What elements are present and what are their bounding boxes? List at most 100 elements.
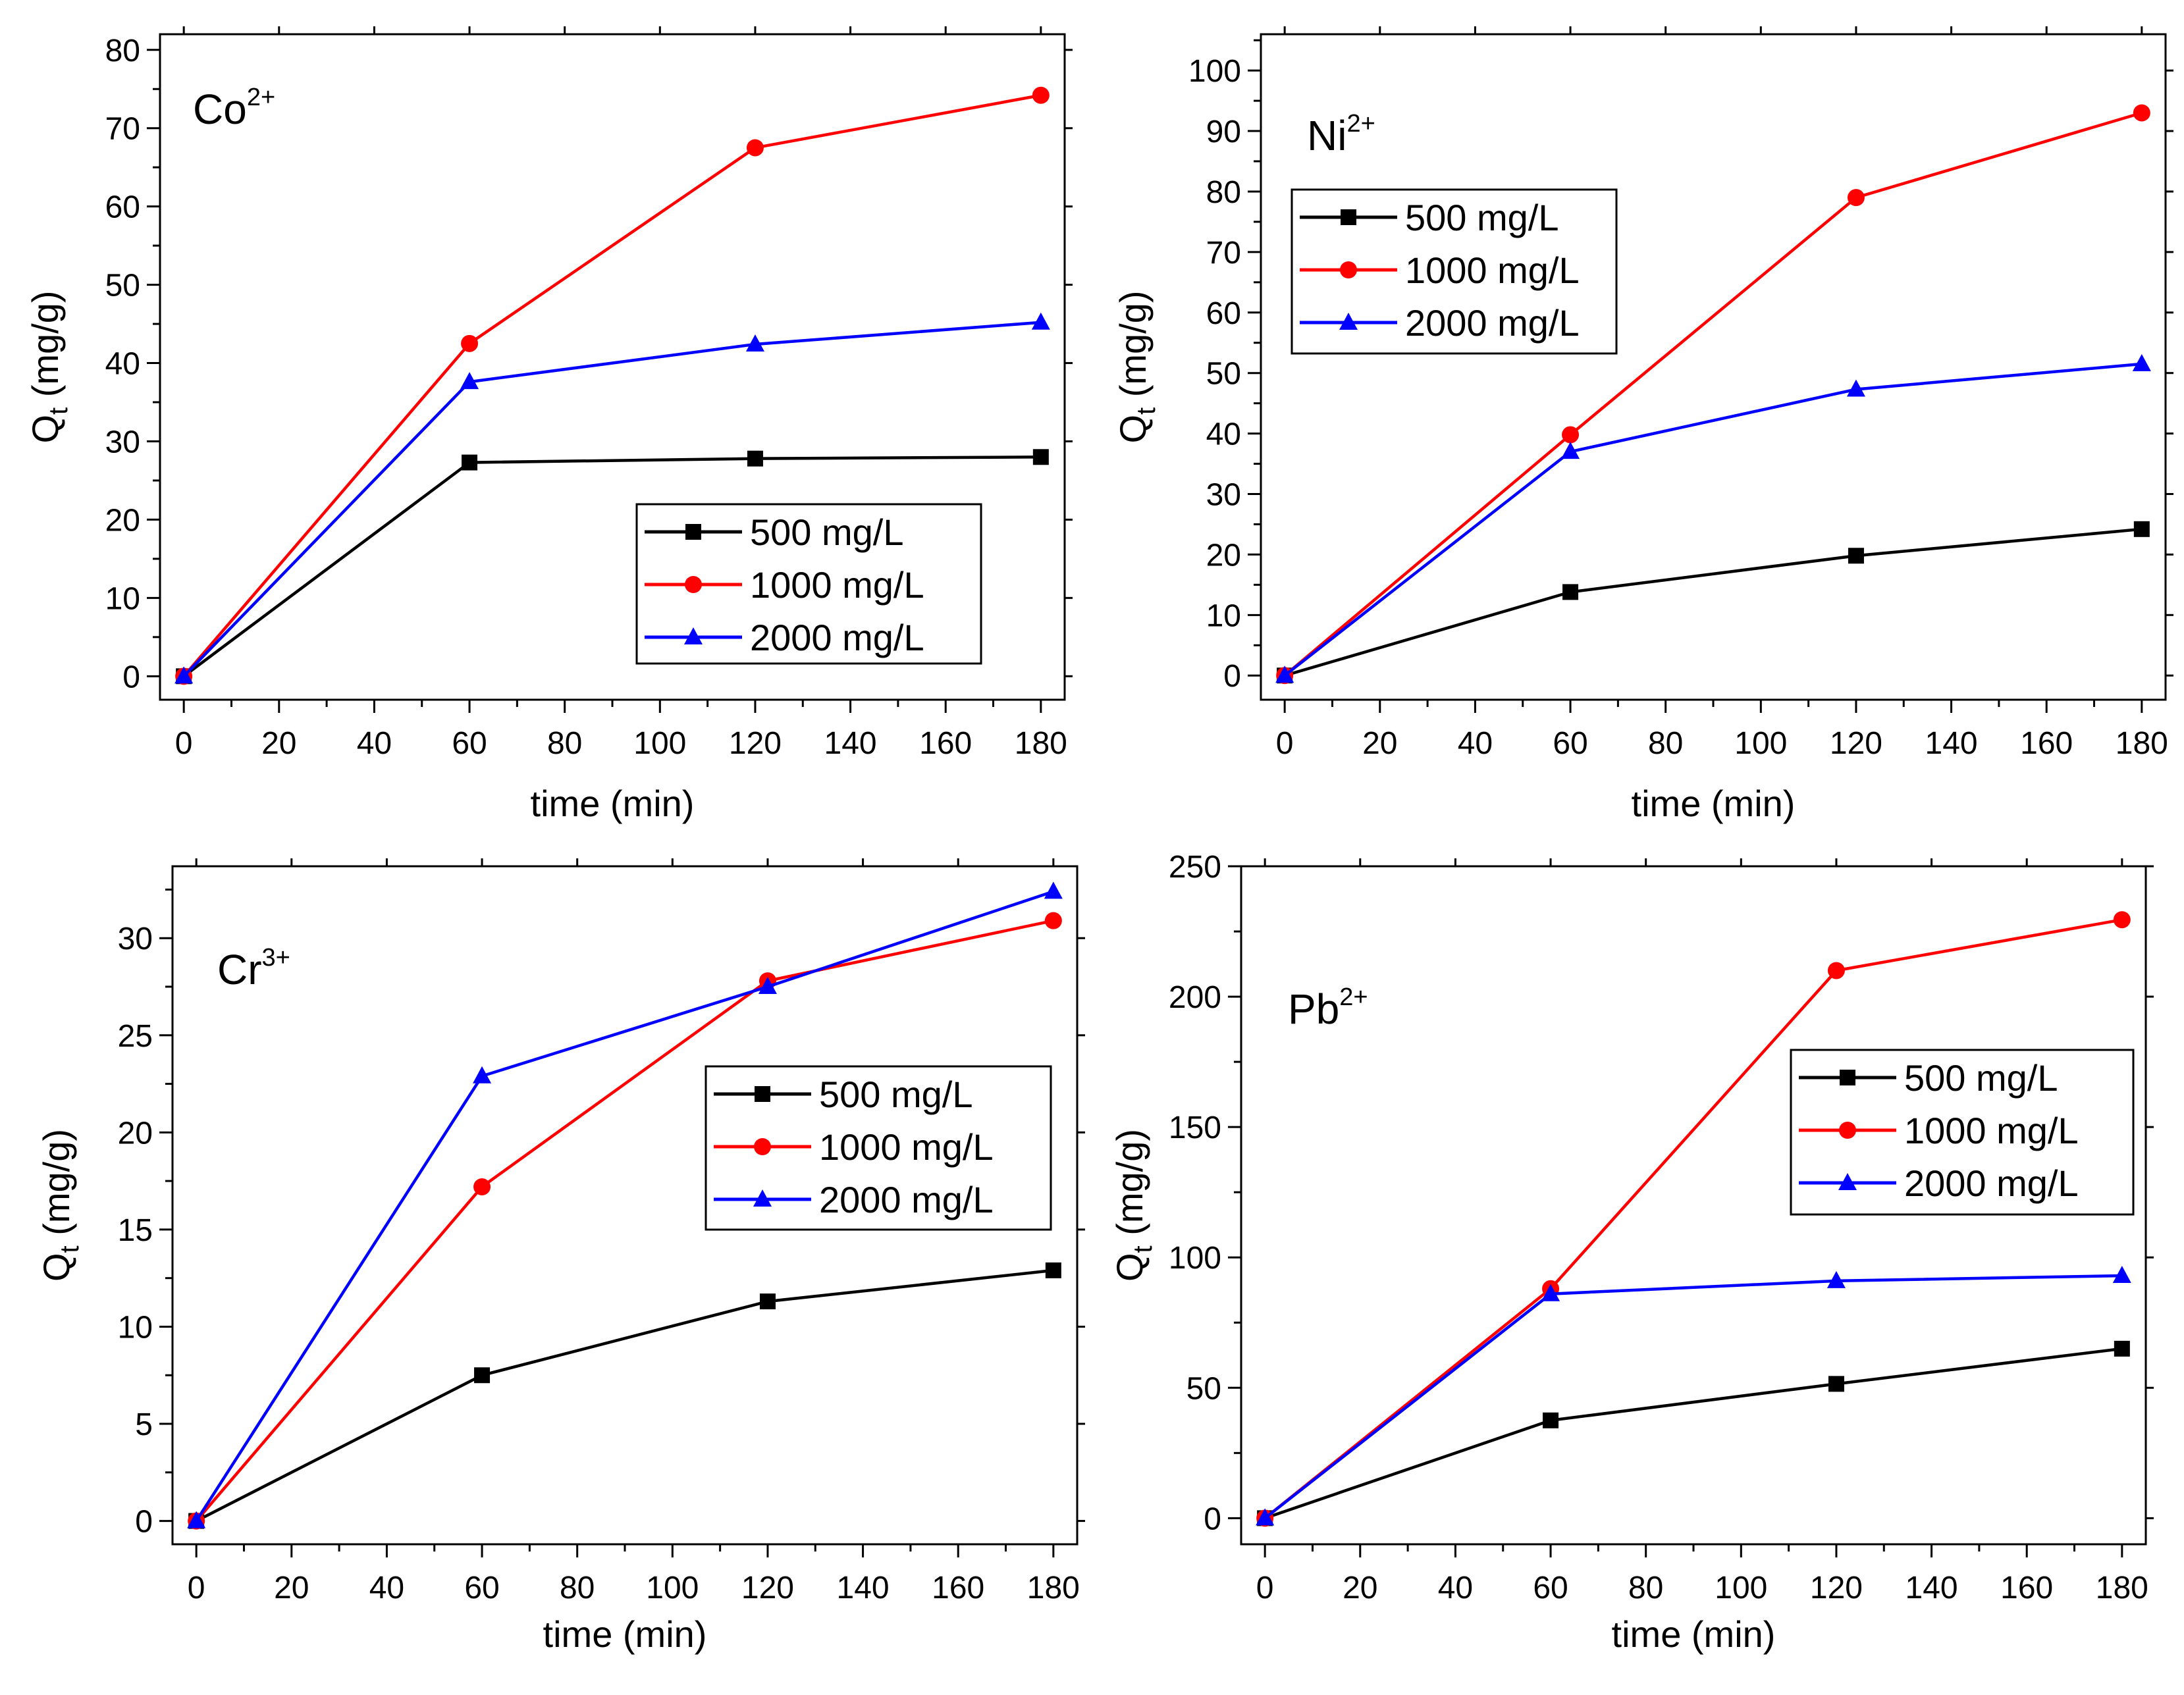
x-axis-label: time (min) <box>1612 1613 1776 1655</box>
y-tick-label: 20 <box>105 503 140 538</box>
y-tick-label: 90 <box>1206 115 1241 149</box>
ion-annotation: Pb2+ <box>1288 983 1368 1033</box>
x-tick-label: 160 <box>919 726 972 761</box>
x-tick-label: 20 <box>1343 1571 1377 1605</box>
y-tick-label: 200 <box>1169 980 1221 1015</box>
x-tick-label: 0 <box>175 726 193 761</box>
series-line-500-mg-l <box>196 1268 1054 1523</box>
series-line-1000-mg-l <box>1283 111 2143 677</box>
x-tick-label: 120 <box>729 726 782 761</box>
x-tick-label: 180 <box>2116 726 2168 761</box>
y-tick-label: 20 <box>118 1116 153 1151</box>
legend-marker <box>1339 313 1358 330</box>
y-tick-label: 70 <box>105 112 140 147</box>
y-tick-label: 50 <box>105 269 140 303</box>
legend: 500 mg/L 1000 mg/L 2000 mg/L <box>635 503 982 665</box>
legend-marker <box>1340 261 1357 278</box>
data-point <box>1541 1284 1560 1301</box>
y-tick-label: 100 <box>1188 54 1241 89</box>
series-line-500-mg-l <box>1264 1347 2123 1520</box>
y-tick-label: 100 <box>1169 1241 1221 1276</box>
y-axis-label: Qt (mg/g) <box>1112 290 1161 443</box>
data-point <box>1828 1376 1844 1392</box>
series-line-2000-mg-l <box>1283 362 2143 677</box>
series-line-500-mg-l <box>182 456 1041 678</box>
legend-marker <box>1341 209 1356 225</box>
legend: 500 mg/L 1000 mg/L 2000 mg/L <box>1790 1049 2135 1216</box>
y-tick-label: 70 <box>1206 236 1241 271</box>
legend-label: 1000 mg/L <box>1405 249 1580 291</box>
data-point <box>1562 584 1579 600</box>
x-tick-label: 160 <box>2020 726 2073 761</box>
data-point <box>1044 881 1063 899</box>
legend-label: 1000 mg/L <box>750 564 924 606</box>
x-tick-label: 40 <box>1458 726 1493 761</box>
ion-annotation: Ni2+ <box>1307 110 1375 159</box>
x-tick-label: 120 <box>1830 726 1882 761</box>
x-axis-label: time (min) <box>1632 783 1796 824</box>
data-point <box>747 450 763 467</box>
x-tick-label: 160 <box>2000 1571 2053 1605</box>
x-tick-label: 100 <box>1734 726 1787 761</box>
y-tick-label: 0 <box>1204 1501 1221 1536</box>
data-point <box>1031 312 1050 330</box>
ion-annotation: Co2+ <box>193 84 275 133</box>
legend-marker <box>685 576 702 593</box>
data-point <box>2133 521 2150 537</box>
chart-panel-pb: 0 20 40 60 80 100 120 140 160 180 0 50 100 150 200 250 t… <box>1109 850 2154 1655</box>
chart-panel-cr: 0 20 40 60 80 100 120 140 160 180 0 5 10 15 20 25 30 time… <box>36 858 1085 1655</box>
chart-panel-co: 0 20 40 60 80 100 120 140 160 180 0 10 20 30 40 50 60 70 8… <box>24 26 1073 824</box>
x-tick-label: 60 <box>452 726 487 761</box>
y-axis-label: Qt (mg/g) <box>1109 1129 1158 1282</box>
data-point <box>2133 104 2150 122</box>
legend-label: 2000 mg/L <box>1405 302 1580 344</box>
y-tick-label: 0 <box>135 1505 153 1540</box>
y-tick-label: 60 <box>105 190 140 225</box>
y-tick-label: 50 <box>1186 1371 1221 1406</box>
x-tick-label: 180 <box>1027 1571 1080 1605</box>
x-tick-label: 120 <box>1810 1571 1863 1605</box>
data-point <box>1561 442 1580 459</box>
legend-label: 500 mg/L <box>819 1074 973 1115</box>
x-tick-label: 180 <box>1015 726 1067 761</box>
y-tick-label: 150 <box>1169 1110 1221 1145</box>
x-tick-label: 140 <box>824 726 877 761</box>
y-axis-label: Qt (mg/g) <box>36 1129 84 1282</box>
series-line-2000-mg-l <box>182 321 1042 677</box>
x-tick-label: 100 <box>1715 1571 1767 1605</box>
plot-frame <box>1260 33 2167 701</box>
data-point <box>2113 911 2131 929</box>
y-tick-label: 80 <box>105 34 140 68</box>
x-tick-label: 40 <box>357 726 392 761</box>
y-tick-label: 30 <box>118 922 153 956</box>
data-point <box>460 372 479 390</box>
legend-label: 500 mg/L <box>1904 1057 2058 1099</box>
x-tick-label: 160 <box>932 1571 984 1605</box>
series-line-1000-mg-l <box>1264 918 2123 1520</box>
x-tick-label: 80 <box>1628 1571 1663 1605</box>
x-tick-label: 0 <box>1276 726 1294 761</box>
x-tick-label: 180 <box>2096 1571 2148 1605</box>
data-point <box>1044 912 1062 929</box>
y-tick-label: 30 <box>105 425 140 459</box>
x-tick-label: 100 <box>633 726 686 761</box>
x-tick-label: 40 <box>369 1571 404 1605</box>
x-tick-label: 120 <box>741 1571 794 1605</box>
legend-label: 2000 mg/L <box>819 1179 994 1220</box>
series-line-1000-mg-l <box>195 919 1054 1523</box>
x-tick-label: 60 <box>1553 726 1587 761</box>
series-line-2000-mg-l <box>1264 1274 2122 1520</box>
x-tick-label: 140 <box>1905 1571 1958 1605</box>
x-tick-label: 20 <box>261 726 296 761</box>
data-point <box>1275 665 1294 683</box>
legend: 500 mg/L 1000 mg/L 2000 mg/L <box>1291 188 1618 355</box>
y-tick-label: 30 <box>1206 478 1241 513</box>
y-tick-label: 0 <box>122 660 140 694</box>
data-point <box>759 1293 776 1310</box>
data-point <box>758 976 777 994</box>
data-point <box>2132 353 2151 371</box>
y-tick-label: 40 <box>1206 417 1241 452</box>
data-point <box>1847 189 1865 207</box>
y-tick-label: 5 <box>135 1407 153 1442</box>
